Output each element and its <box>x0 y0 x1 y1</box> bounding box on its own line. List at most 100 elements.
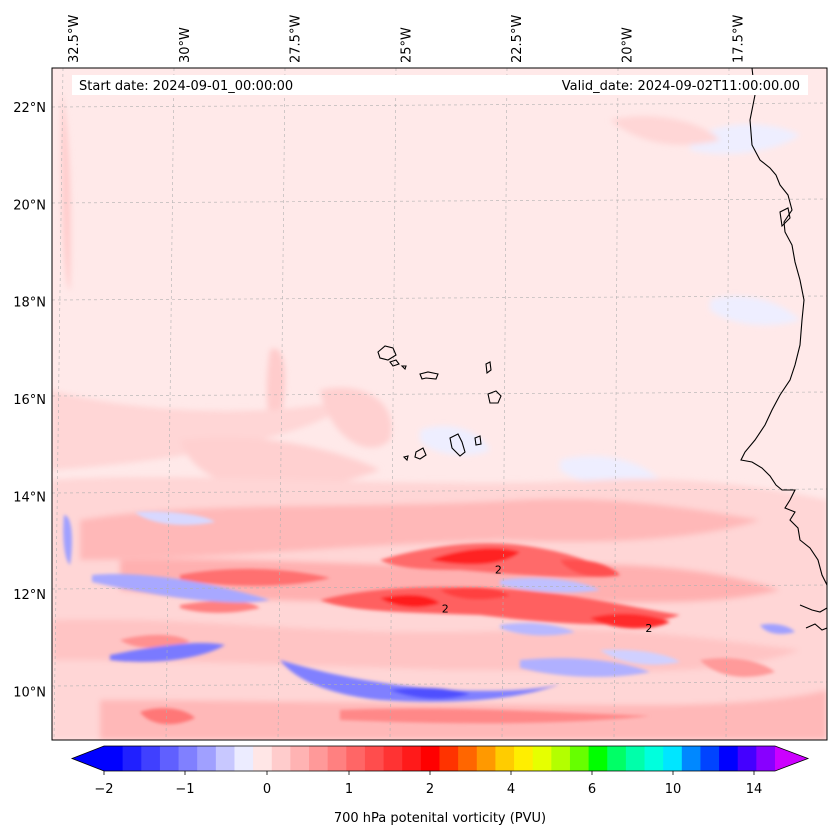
colorbar-segment <box>122 746 142 771</box>
colorbar-segment <box>234 746 254 771</box>
colorbar-segment <box>290 746 310 771</box>
colorbar-segment <box>141 746 161 771</box>
colorbar-segment <box>644 746 664 771</box>
lon-tick: 22.5°W <box>510 15 525 63</box>
island-boa-vista <box>487 390 502 404</box>
colorbar-segment <box>178 746 198 771</box>
colorbar-segment <box>402 746 422 771</box>
colorbar-segment <box>551 746 571 771</box>
island-santa-luzia <box>400 365 407 371</box>
gridline-lon <box>725 68 730 740</box>
lon-tick-label: 22.5°W <box>510 15 525 63</box>
lat-tick-label: 22°N <box>13 101 46 116</box>
lon-tick: 20°W <box>621 27 636 63</box>
lat-tick-label: 10°N <box>13 685 46 700</box>
gridline-lon <box>165 68 175 740</box>
island-fogo <box>414 447 427 460</box>
island-brava <box>402 455 409 462</box>
latitude-tick-labels: 22°N 20°N 18°N 16°N 14°N 12°N 10°N <box>13 101 46 700</box>
colorbar-segment <box>346 746 366 771</box>
lat-tick-label: 14°N <box>13 491 46 506</box>
lon-tick-label: 17.5°W <box>731 15 746 63</box>
pv-strong-bands <box>63 511 795 725</box>
colorbar-segment <box>104 746 124 771</box>
colorbar-segment <box>159 746 180 771</box>
colorbar-segment <box>569 746 590 771</box>
colorbar-segment <box>532 746 552 771</box>
colorbar-segment <box>737 746 757 771</box>
lon-tick-label: 20°W <box>621 27 636 63</box>
colorbar-segment <box>439 746 459 771</box>
lon-tick-label: 25°W <box>399 27 414 63</box>
colorbar-segment <box>364 746 385 771</box>
lon-tick-label: 27.5°W <box>289 15 304 63</box>
colorbar-tick-label: 14 <box>746 782 763 797</box>
colorbar-segment <box>327 746 347 771</box>
island-maio <box>474 435 482 446</box>
contour-label: 2 <box>442 603 449 616</box>
colorbar-segment <box>309 746 329 771</box>
colorbar-label: 700 hPa potenital vorticity (PVU) <box>334 811 546 826</box>
colorbar-segment <box>756 746 776 771</box>
map-gridlines <box>52 68 827 740</box>
colorbar-segment <box>253 746 273 771</box>
colorbar-segment <box>681 746 701 771</box>
colorbar-tick-label: 4 <box>507 782 515 797</box>
lat-tick-label: 12°N <box>13 588 46 603</box>
contour-label: 2 <box>645 622 652 635</box>
lon-tick: 32.5°W <box>67 15 82 63</box>
island-santo-antao <box>377 345 397 361</box>
colorbar-tick-labels: −2 −1 0 1 2 4 6 10 14 <box>94 771 762 797</box>
island-sal <box>485 361 492 375</box>
colorbar-tick-label: 1 <box>345 782 353 797</box>
gridline-lon <box>501 68 508 740</box>
island-sao-nicolau <box>419 371 439 380</box>
colorbar-segment <box>588 746 608 771</box>
lon-tick: 25°W <box>399 27 414 63</box>
africa-coastline <box>740 68 827 586</box>
contour-label: 2 <box>495 564 502 577</box>
pv-patches <box>52 90 827 740</box>
colorbar-segment <box>625 746 646 771</box>
coastlines <box>377 68 827 631</box>
colorbar-segment <box>719 746 739 771</box>
lon-tick: 17.5°W <box>731 15 746 63</box>
colorbar-segment <box>197 746 217 771</box>
colorbar-segment <box>458 746 478 771</box>
colorbar-segment <box>383 746 403 771</box>
colorbar-segment <box>476 746 496 771</box>
lon-tick: 27.5°W <box>289 15 304 63</box>
gridline-lon <box>389 68 397 740</box>
contour-labels: 2 2 2 <box>442 564 653 635</box>
colorbar-over-arrow <box>775 746 808 771</box>
lon-tick-label: 32.5°W <box>67 15 82 63</box>
longitude-tick-labels: 32.5°W 30°W 27.5°W 25°W 22.5°W 20°W 17.5°W <box>67 15 746 63</box>
colorbar <box>70 745 810 772</box>
start-date-text: Start date: 2024-09-01_00:00:00 <box>79 79 293 94</box>
colorbar-segment <box>607 746 627 771</box>
colorbar-segment <box>420 746 440 771</box>
island-sao-vicente <box>389 359 400 367</box>
colorbar-tick-label: −2 <box>94 782 113 797</box>
colorbar-tick-label: 2 <box>426 782 434 797</box>
colorbar-segment <box>514 746 534 771</box>
colorbar-segment <box>215 746 235 771</box>
info-bar <box>72 75 808 95</box>
gridline-lon <box>277 68 286 740</box>
map-frame <box>51 67 828 741</box>
island-santiago <box>449 433 466 457</box>
africa-coastline-south <box>799 604 827 631</box>
colorbar-segment <box>271 746 291 771</box>
lat-tick-label: 20°N <box>13 198 46 213</box>
lat-tick-label: 16°N <box>13 393 46 408</box>
colorbar-tick-label: 6 <box>588 782 596 797</box>
colorbar-tick-label: −1 <box>175 782 194 797</box>
colorbar-under-arrow <box>72 746 104 771</box>
pv-field: 2 2 2 <box>52 68 827 740</box>
colorbar-segment <box>495 746 515 771</box>
coast-fragment <box>779 207 791 228</box>
lat-tick-label: 18°N <box>13 296 46 311</box>
colorbar-tick-label: 10 <box>665 782 682 797</box>
colorbar-segment <box>700 746 720 771</box>
